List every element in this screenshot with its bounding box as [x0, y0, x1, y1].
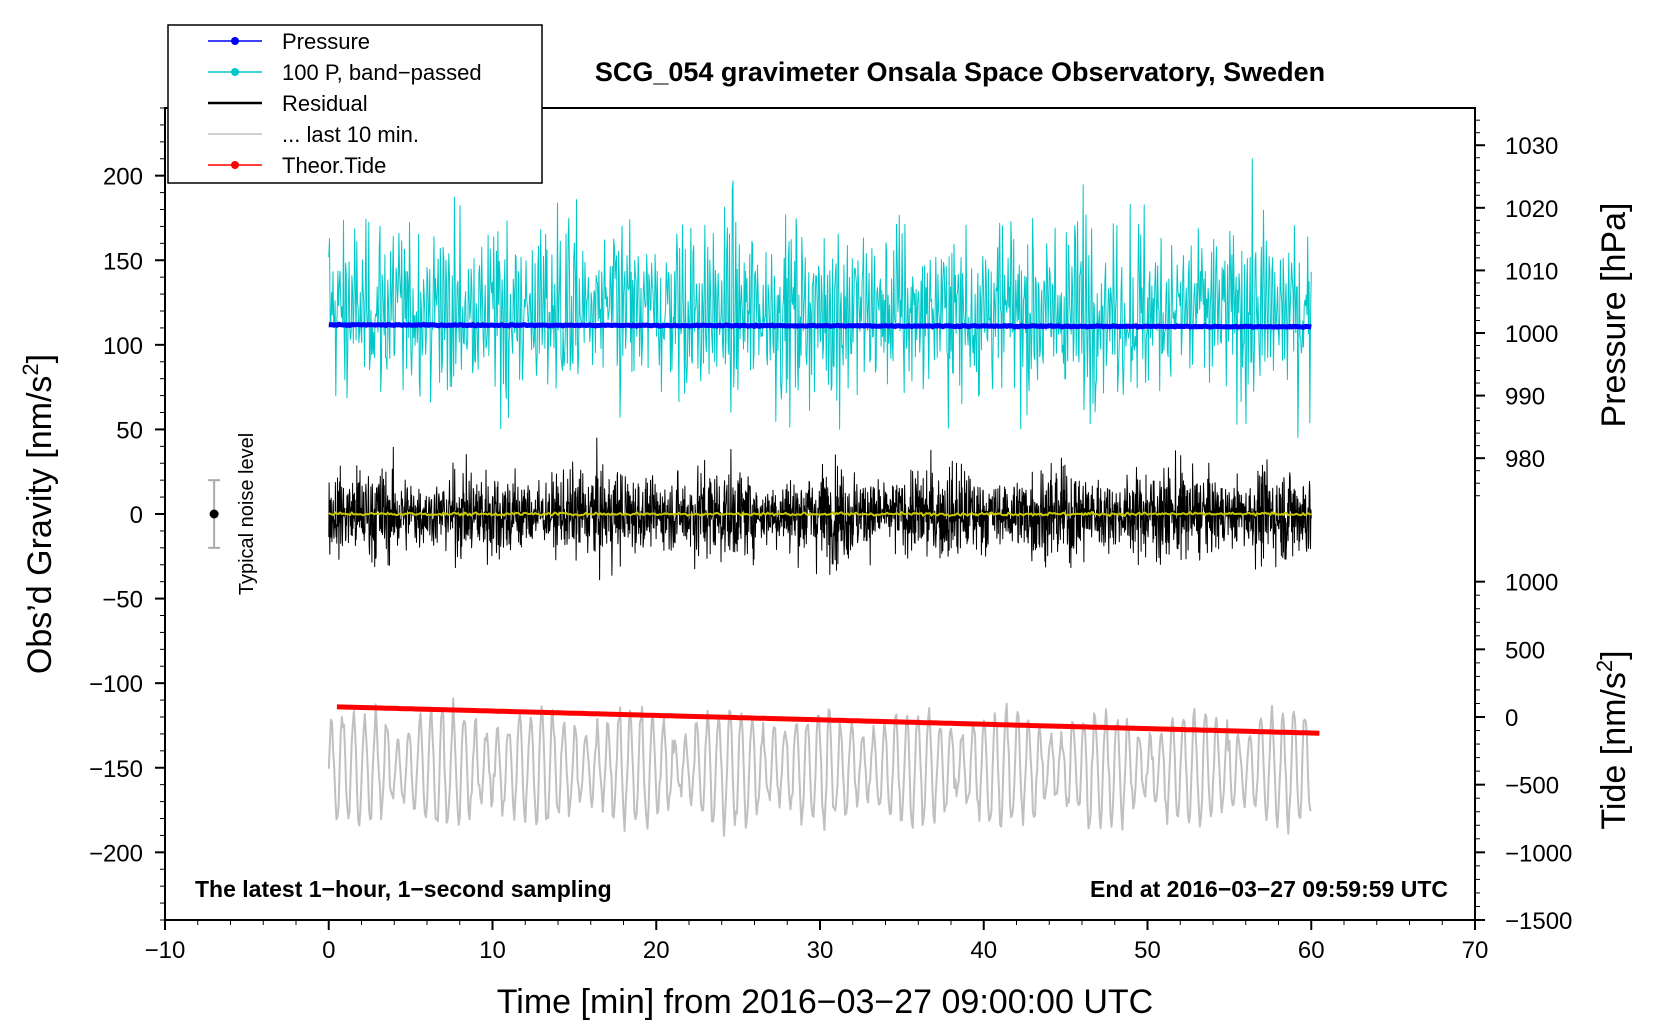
x-axis-label: Time [min] from 2016−03−27 09:00:00 UTC [497, 983, 1153, 1020]
tide-tick-label: 0 [1505, 705, 1518, 732]
y-tick-label: 0 [130, 502, 143, 529]
legend-label: 100 P, band−passed [282, 60, 482, 85]
y-axis-label-left: Obs’d Gravity [nm/s2] [18, 354, 59, 674]
pressure-tick-label: 1020 [1505, 196, 1558, 223]
series-last10min-line [327, 697, 1312, 837]
x-tick-label: 40 [970, 937, 997, 964]
series-smoothed-residual-line [328, 511, 1312, 518]
pressure-tick-label: 990 [1505, 384, 1545, 411]
chart-title: SCG_054 gravimeter Onsala Space Observat… [595, 57, 1325, 87]
legend-label: Theor.Tide [282, 153, 386, 178]
x-tick-label: 60 [1298, 937, 1325, 964]
x-tick-label: 0 [322, 937, 335, 964]
legend-marker [231, 161, 239, 169]
legend-marker [231, 37, 239, 45]
pressure-tick-label: 1030 [1505, 133, 1558, 160]
series-layer [327, 158, 1320, 837]
annotation-bottom-right: End at 2016−03−27 09:59:59 UTC [1090, 876, 1448, 902]
tide-tick-label: −1500 [1505, 908, 1572, 935]
x-tick-label: 10 [479, 937, 506, 964]
tide-tick-label: 500 [1505, 637, 1545, 664]
x-tick-label: 50 [1134, 937, 1161, 964]
axes-layer: −10 0 10 20 30 40 50 60 70200150100500−50−100−15… [89, 107, 1572, 964]
legend: Pressure 100 P, band−passed Residual ... la… [167, 24, 543, 184]
annotation-bottom-left: The latest 1−hour, 1−second sampling [195, 876, 612, 902]
x-tick-label: −10 [145, 937, 186, 964]
pressure-tick-label: 1000 [1505, 321, 1558, 348]
legend-label: Pressure [282, 29, 370, 54]
y-axis-label-tide: Tide [nm/s2] [1592, 650, 1633, 829]
pressure-tick-label: 1010 [1505, 258, 1558, 285]
tide-tick-label: −500 [1505, 773, 1559, 800]
x-tick-label: 20 [643, 937, 670, 964]
tide-tick-label: −1000 [1505, 840, 1572, 867]
legend-label: ... last 10 min. [282, 122, 419, 147]
y-axis-label-pressure: Pressure [hPa] [1595, 203, 1633, 428]
x-tick-label: 70 [1462, 937, 1489, 964]
noise-label: Typical noise level [236, 433, 258, 595]
series-tide-line [336, 704, 1320, 736]
noise-dot [209, 509, 219, 519]
x-tick-label: 30 [807, 937, 834, 964]
y-tick-label: −200 [89, 840, 143, 867]
legend-marker [231, 68, 239, 76]
y-tick-label: 150 [103, 248, 143, 275]
series-bandpassed-line [328, 158, 1312, 438]
noise-indicator: Typical noise level [208, 433, 258, 595]
series-residual-line [328, 437, 1312, 581]
series-pressure-line [327, 321, 1313, 330]
y-tick-label: 100 [103, 333, 143, 360]
y-tick-label: 200 [103, 164, 143, 191]
pressure-tick-label: 980 [1505, 446, 1545, 473]
y-tick-label: 50 [116, 417, 143, 444]
y-tick-label: −100 [89, 671, 143, 698]
legend-label: Residual [282, 91, 368, 116]
y-tick-label: −150 [89, 756, 143, 783]
tide-tick-label: 1000 [1505, 570, 1558, 597]
y-tick-label: −50 [102, 587, 143, 614]
